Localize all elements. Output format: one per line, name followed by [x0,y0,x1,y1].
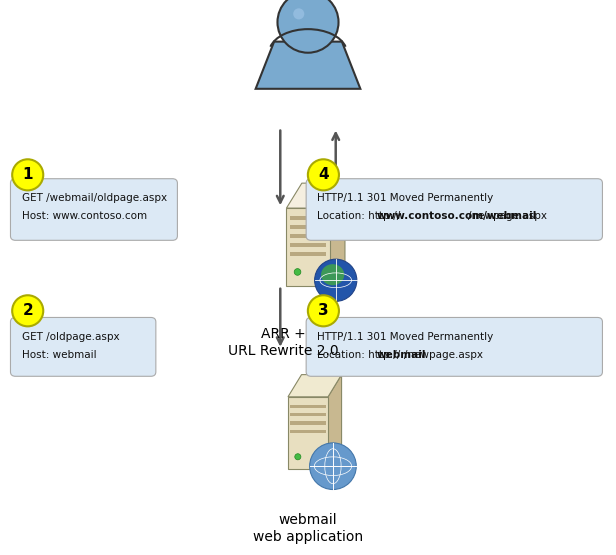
FancyBboxPatch shape [291,430,326,433]
FancyBboxPatch shape [290,225,326,229]
FancyBboxPatch shape [291,421,326,425]
FancyBboxPatch shape [290,216,326,220]
FancyBboxPatch shape [290,243,326,247]
Ellipse shape [277,0,339,53]
Text: webmail
web application: webmail web application [253,513,363,543]
FancyBboxPatch shape [290,252,326,256]
Ellipse shape [308,295,339,326]
Ellipse shape [294,269,301,275]
FancyBboxPatch shape [306,317,602,376]
FancyBboxPatch shape [306,179,602,240]
Ellipse shape [12,295,43,326]
FancyBboxPatch shape [291,405,326,408]
Text: 4: 4 [318,167,329,183]
Ellipse shape [291,31,325,53]
Text: Location: http://: Location: http:// [317,211,400,221]
Ellipse shape [295,454,301,460]
Text: GET /oldpage.aspx: GET /oldpage.aspx [22,332,119,342]
Ellipse shape [315,259,357,301]
FancyBboxPatch shape [290,234,326,238]
FancyBboxPatch shape [10,317,156,376]
Ellipse shape [293,8,304,19]
Polygon shape [288,375,341,397]
Text: GET /webmail/oldpage.aspx: GET /webmail/oldpage.aspx [22,193,167,203]
Text: ARR +
URL Rewrite 2.0: ARR + URL Rewrite 2.0 [228,327,339,357]
Text: HTTP/1.1 301 Moved Permanently: HTTP/1.1 301 Moved Permanently [317,193,493,203]
FancyBboxPatch shape [291,413,326,416]
Text: 3: 3 [318,303,329,319]
Text: 1: 1 [22,167,33,183]
Text: /newpage.aspx: /newpage.aspx [404,350,483,360]
Polygon shape [330,183,345,286]
Ellipse shape [321,264,344,285]
Text: Host: webmail: Host: webmail [22,350,96,360]
FancyBboxPatch shape [10,179,177,240]
Text: Location: http://: Location: http:// [317,350,400,360]
FancyBboxPatch shape [286,208,330,286]
Text: 2: 2 [22,303,33,319]
Polygon shape [328,375,341,469]
Text: Host: www.contoso.com: Host: www.contoso.com [22,211,147,221]
Text: /newpage.aspx: /newpage.aspx [468,211,546,221]
FancyBboxPatch shape [288,397,328,469]
Polygon shape [256,42,360,89]
Text: webmail: webmail [376,350,426,360]
Text: www.contoso.com/webmail: www.contoso.com/webmail [376,211,537,221]
Text: HTTP/1.1 301 Moved Permanently: HTTP/1.1 301 Moved Permanently [317,332,493,342]
Ellipse shape [308,159,339,190]
Ellipse shape [310,443,356,490]
Polygon shape [286,183,345,208]
Ellipse shape [12,159,43,190]
